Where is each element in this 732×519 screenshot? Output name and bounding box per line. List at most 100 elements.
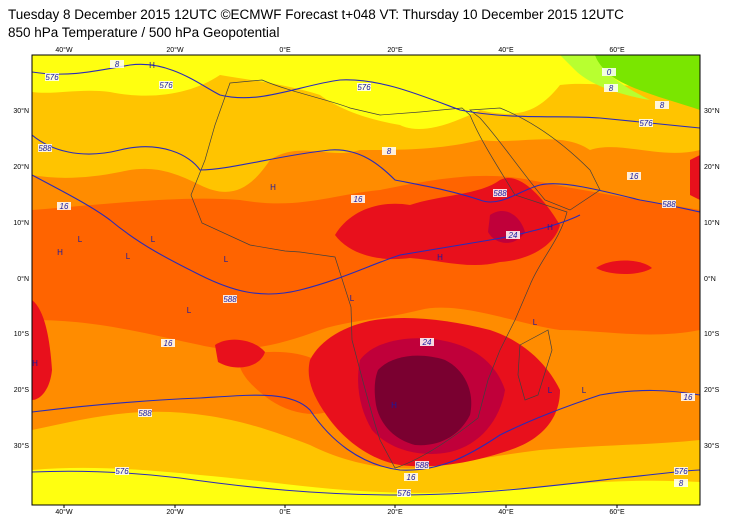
contour-label: 16 <box>684 393 693 402</box>
pressure-centre: H <box>32 359 38 368</box>
contour-label: 8 <box>660 101 665 110</box>
contour-label: 8 <box>679 479 684 488</box>
longitude-label: 20°W <box>166 508 184 516</box>
longitude-label: 20°E <box>387 508 403 516</box>
subtitle: 850 hPa Temperature / 500 hPa Geopotenti… <box>8 25 279 40</box>
latitude-label: 30°N <box>704 107 720 115</box>
map-frame <box>31 54 701 506</box>
contour-label-bg <box>161 339 175 347</box>
contour-label: 8 <box>387 147 392 156</box>
contour-label-bg <box>45 73 59 81</box>
contour-label: 0 <box>607 68 612 77</box>
contour-label: 576 <box>639 119 653 128</box>
contour-label-bg <box>681 393 695 401</box>
pressure-centre: L <box>548 386 553 395</box>
contour-label: 576 <box>397 489 411 498</box>
contour-label: 588 <box>138 409 152 418</box>
contour-label: 588 <box>415 461 429 470</box>
longitude-label: 40°W <box>55 508 73 516</box>
contour-label-bg <box>110 60 124 68</box>
latitude-label: 20°S <box>704 386 720 394</box>
contour-label-bg <box>662 200 676 208</box>
contour-label-bg <box>415 461 429 469</box>
pressure-centre: L <box>533 318 538 327</box>
contour-label: 24 <box>422 338 432 347</box>
pressure-centre: L <box>350 294 355 303</box>
latitude-label: 30°N <box>13 107 29 115</box>
pressure-centre: L <box>582 386 587 395</box>
contour-label-bg <box>639 119 653 127</box>
contour-label: 16 <box>407 473 416 482</box>
pressure-centre: H <box>270 183 276 192</box>
latitude-label: 20°N <box>13 163 29 171</box>
contour-label: 588 <box>493 189 507 198</box>
pressure-centre: H <box>437 253 443 262</box>
longitude-label: 20°W <box>166 46 184 54</box>
contour-label: 24 <box>508 231 518 240</box>
pressure-centre: L <box>224 255 229 264</box>
contour-label: 16 <box>60 202 69 211</box>
longitude-label: 0°E <box>279 46 291 54</box>
longitude-label: 60°E <box>609 46 625 54</box>
contour-label-bg <box>351 195 365 203</box>
contour-label: 588 <box>223 295 237 304</box>
latitude-label: 20°S <box>14 386 30 394</box>
longitude-label: 40°E <box>498 508 514 516</box>
contour-label: 16 <box>164 339 173 348</box>
contour-label: 16 <box>354 195 363 204</box>
pressure-centre: H <box>57 248 63 257</box>
pressure-centre: H <box>391 401 397 410</box>
title: Tuesday 8 December 2015 12UTC ©ECMWF For… <box>8 7 624 22</box>
latitude-label: 20°N <box>704 163 720 171</box>
latitude-label: 10°S <box>704 330 720 338</box>
contour-label-bg <box>674 479 688 487</box>
latitude-label: 0°N <box>704 275 716 283</box>
contour-label-bg <box>159 81 173 89</box>
pressure-centre: L <box>78 235 83 244</box>
contour-label-bg <box>506 231 520 239</box>
contour-label-bg <box>674 467 688 475</box>
contour-label-bg <box>627 172 641 180</box>
contour-label-bg <box>382 147 396 155</box>
contour-label-bg <box>57 202 71 210</box>
latitude-label: 10°N <box>704 219 720 227</box>
longitude-label: 20°E <box>387 46 403 54</box>
contour-label: 8 <box>115 60 120 69</box>
latitude-label: 10°S <box>14 330 30 338</box>
contour-label-bg <box>602 68 616 76</box>
contour-label-bg <box>655 101 669 109</box>
contour-label-bg <box>404 473 418 481</box>
contour-label-bg <box>115 467 129 475</box>
latitude-label: 30°S <box>704 442 720 450</box>
contour-label: 576 <box>45 73 59 82</box>
contour-label-bg <box>357 83 371 91</box>
pressure-centre: L <box>151 235 156 244</box>
longitude-label: 40°W <box>55 46 73 54</box>
contour-label: 576 <box>357 83 371 92</box>
contour-label: 576 <box>115 467 129 476</box>
contour-label-bg <box>420 338 434 346</box>
pressure-centre: H <box>149 61 155 70</box>
pressure-centre: L <box>187 306 192 315</box>
contour-label: 588 <box>38 144 52 153</box>
contour-label: 16 <box>630 172 639 181</box>
longitude-label: 60°E <box>609 508 625 516</box>
contour-label: 8 <box>609 84 614 93</box>
contour-label-bg <box>138 409 152 417</box>
contour-label: 576 <box>674 467 688 476</box>
latitude-label: 0°N <box>17 275 29 283</box>
latitude-label: 10°N <box>13 219 29 227</box>
latitude-label: 30°S <box>14 442 30 450</box>
pressure-centre: H <box>547 223 553 232</box>
longitude-label: 40°E <box>498 46 514 54</box>
contour-label-bg <box>38 144 52 152</box>
longitude-label: 0°E <box>279 508 291 516</box>
contour-label-bg <box>397 489 411 497</box>
contour-label-bg <box>223 295 237 303</box>
temperature-field <box>32 55 700 505</box>
contour-label-bg <box>493 189 507 197</box>
contour-label-bg <box>604 84 618 92</box>
pressure-centre: L <box>126 252 131 261</box>
